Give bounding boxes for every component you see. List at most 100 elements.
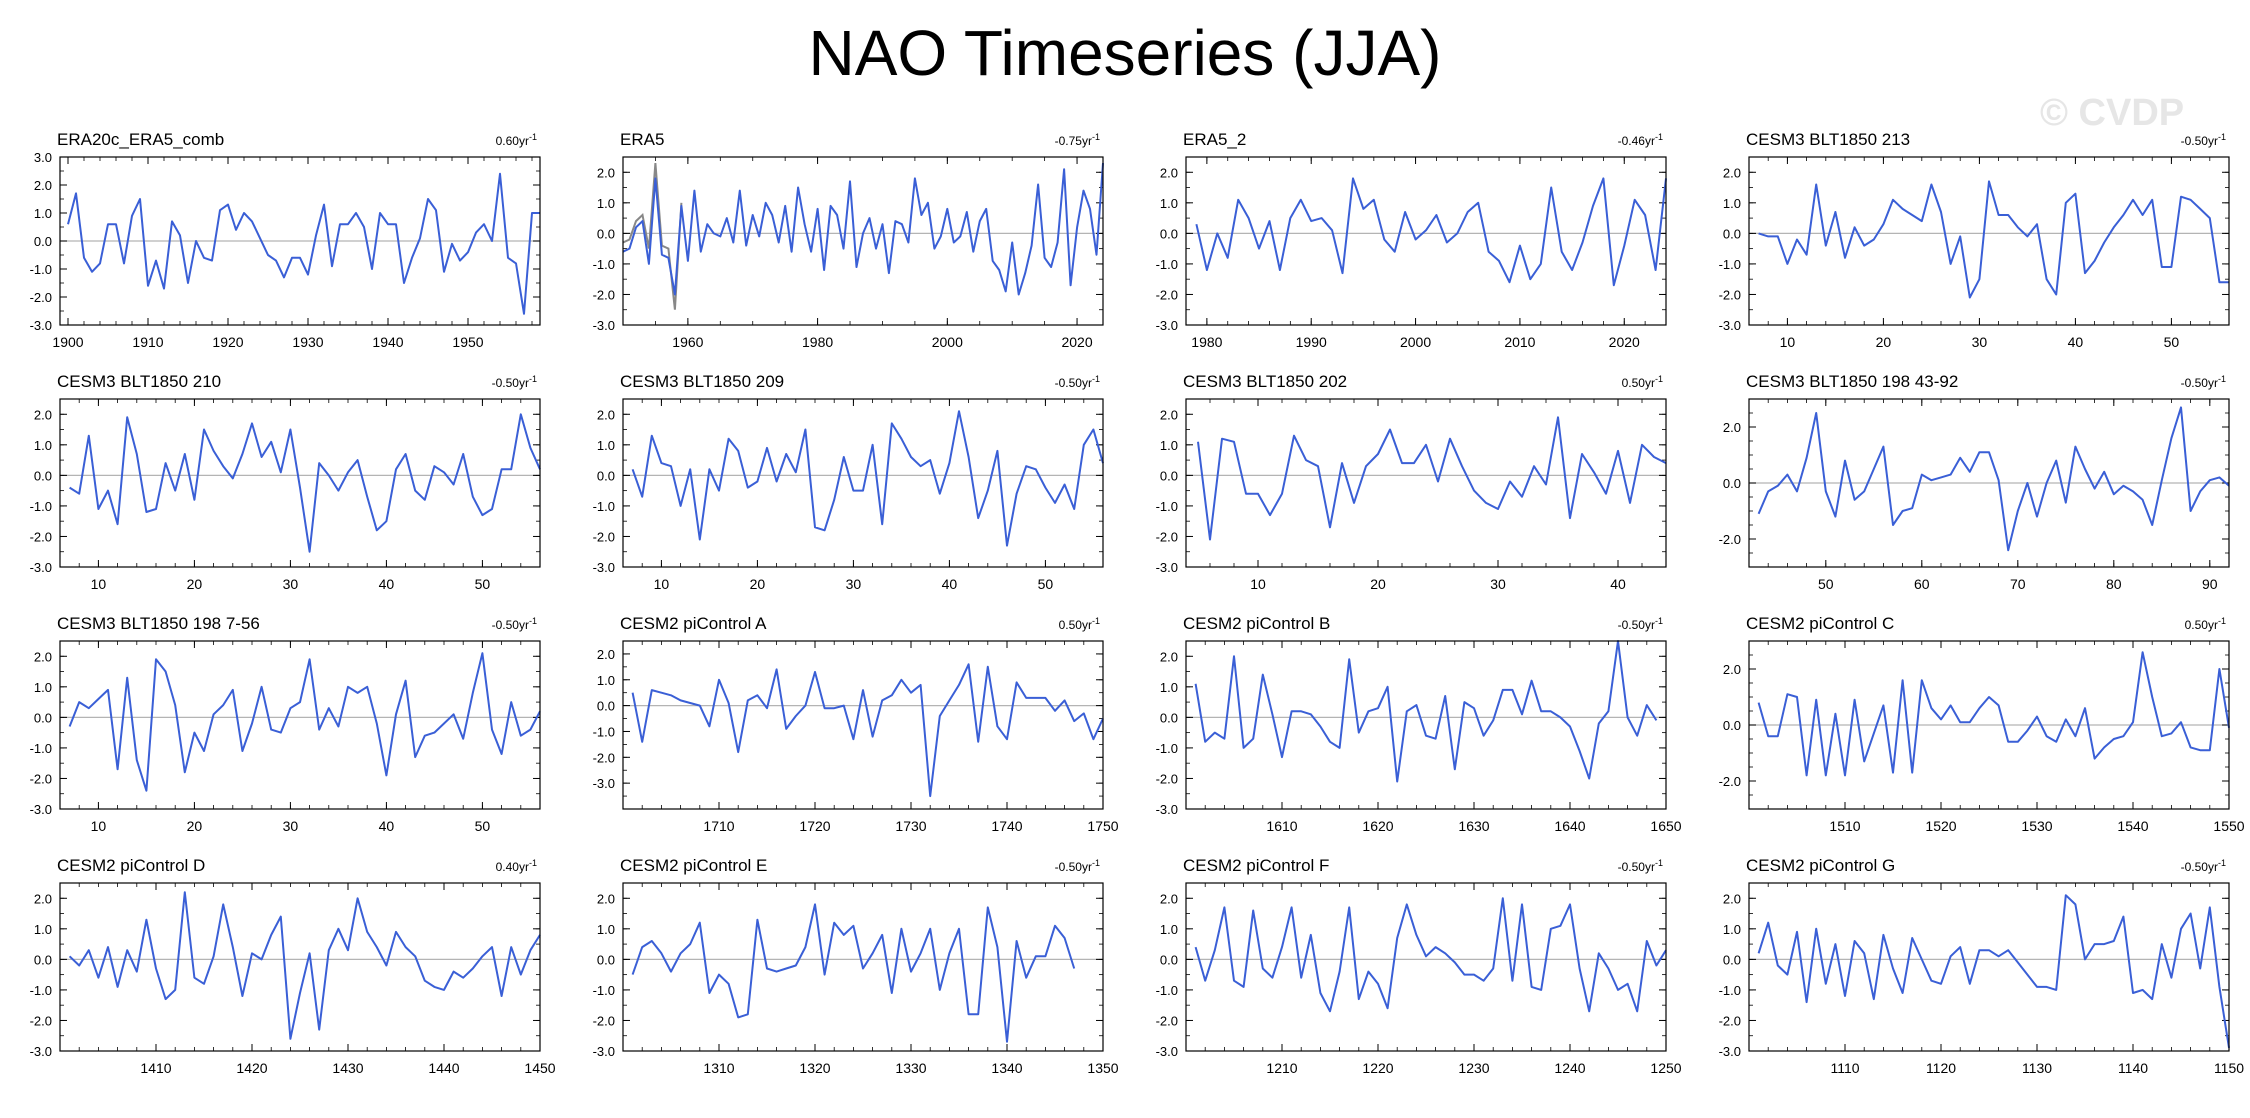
- panel-15: CESM2 piControl F -0.50yr-1 2.0 1.0 0.0 -1.0 -…: [1156, 856, 1682, 1076]
- y-tick-label: -2.0: [1156, 529, 1178, 544]
- y-tick-label: -3.0: [1156, 318, 1178, 333]
- y-tick-label: -1.0: [1719, 257, 1741, 272]
- trend-superscript: -1: [2218, 616, 2226, 626]
- y-tick-label: 2.0: [34, 891, 52, 906]
- plot-frame: [622, 640, 1104, 810]
- x-tick-label: 1420: [236, 1060, 267, 1076]
- y-tick-label: -1.0: [1156, 257, 1178, 272]
- series-line: [622, 163, 1104, 296]
- figure-title: NAO Timeseries (JJA): [808, 17, 1442, 89]
- series-line: [631, 903, 1076, 1043]
- y-tick-label: -2.0: [30, 771, 52, 786]
- x-tick-label: 20: [187, 576, 203, 592]
- y-tick-label: 2.0: [1723, 420, 1741, 435]
- y-tick-label: -3.0: [30, 1044, 52, 1059]
- panel-4: CESM3 BLT1850 213 -0.50yr-1 2.0 1.0 0.0 -1.0 -…: [1719, 130, 2230, 350]
- y-tick-label: -3.0: [1156, 1044, 1178, 1059]
- plot-frame: [59, 398, 541, 568]
- trend-label: -0.50yr-1: [1618, 616, 1663, 632]
- y-tick-label: 1.0: [1723, 922, 1741, 937]
- x-tick-label: 1950: [452, 334, 483, 350]
- y-tick-label: -2.0: [1719, 1013, 1741, 1028]
- x-tick-label: 20: [187, 818, 203, 834]
- trend-superscript: -1: [529, 616, 537, 626]
- plot-frame: [1748, 398, 2230, 568]
- x-tick-label: 80: [2106, 576, 2122, 592]
- x-tick-label: 1930: [292, 334, 323, 350]
- y-tick-label: 0.0: [597, 468, 615, 483]
- x-tick-label: 10: [1780, 334, 1796, 350]
- trend-superscript: -1: [1655, 374, 1663, 384]
- y-tick-label: -3.0: [593, 1044, 615, 1059]
- series-line: [1758, 180, 2229, 299]
- y-tick-label: 0.0: [1160, 952, 1178, 967]
- panel-title: ERA5_2: [1183, 130, 1246, 149]
- series-line: [631, 663, 1104, 798]
- x-tick-label: 1960: [672, 334, 703, 350]
- x-tick-label: 40: [942, 576, 958, 592]
- y-tick-label: 2.0: [1160, 407, 1178, 422]
- x-tick-label: 1250: [1650, 1060, 1681, 1076]
- series-line: [1757, 406, 2230, 552]
- x-tick-label: 30: [1490, 576, 1506, 592]
- y-tick-label: -2.0: [593, 287, 615, 302]
- y-tick-label: 1.0: [597, 438, 615, 453]
- trend-label: -0.75yr-1: [1055, 132, 1100, 148]
- x-tick-label: 1430: [332, 1060, 363, 1076]
- trend-label: -0.50yr-1: [2181, 858, 2226, 874]
- y-tick-label: -1.0: [593, 499, 615, 514]
- x-tick-label: 2020: [1609, 334, 1640, 350]
- x-tick-label: 1440: [428, 1060, 459, 1076]
- y-tick-label: -2.0: [30, 290, 52, 305]
- trend-label: 0.50yr-1: [1059, 616, 1100, 632]
- x-tick-label: 1540: [2117, 818, 2148, 834]
- plot-frame: [1185, 882, 1667, 1052]
- panel-title: CESM2 piControl E: [620, 856, 767, 875]
- y-tick-label: 0.0: [597, 699, 615, 714]
- trend-superscript: -1: [2218, 132, 2226, 142]
- x-tick-label: 70: [2010, 576, 2026, 592]
- panel-title: CESM2 piControl F: [1183, 856, 1329, 875]
- plot-frame: [1748, 882, 2230, 1052]
- panel-title: CESM2 piControl B: [1183, 614, 1330, 633]
- plot-frame: [622, 156, 1104, 326]
- x-tick-label: 40: [379, 818, 395, 834]
- x-tick-label: 30: [846, 576, 862, 592]
- series-line: [1197, 416, 1667, 541]
- x-tick-label: 1980: [802, 334, 833, 350]
- series-line: [67, 172, 540, 315]
- y-tick-label: 2.0: [597, 647, 615, 662]
- trend-label: -0.46yr-1: [1618, 132, 1663, 148]
- series-line: [1194, 897, 1667, 1013]
- y-tick-label: -3.0: [593, 560, 615, 575]
- y-tick-label: -3.0: [1719, 318, 1741, 333]
- x-tick-label: 1730: [895, 818, 926, 834]
- x-tick-label: 30: [283, 818, 299, 834]
- trend-label: -0.50yr-1: [1618, 858, 1663, 874]
- trend-superscript: -1: [529, 132, 537, 142]
- y-tick-label: -1.0: [593, 724, 615, 739]
- y-tick-label: -3.0: [593, 318, 615, 333]
- trend-superscript: -1: [1092, 132, 1100, 142]
- y-tick-label: 1.0: [1160, 922, 1178, 937]
- y-tick-label: 1.0: [34, 680, 52, 695]
- x-tick-label: 1110: [1830, 1060, 1859, 1076]
- x-tick-label: 20: [1370, 576, 1386, 592]
- y-tick-label: 0.0: [34, 468, 52, 483]
- panel-title: CESM3 BLT1850 213: [1746, 130, 1910, 149]
- y-tick-label: -2.0: [30, 1013, 52, 1028]
- x-tick-label: 10: [654, 576, 670, 592]
- panel-9: CESM3 BLT1850 198 7-56 -0.50yr-1 2.0 1.0 0.0…: [30, 614, 541, 834]
- y-tick-label: -1.0: [30, 499, 52, 514]
- panel-title: CESM3 BLT1850 210: [57, 372, 221, 391]
- y-tick-label: -2.0: [593, 750, 615, 765]
- y-tick-label: -3.0: [30, 318, 52, 333]
- trend-label: 0.50yr-1: [2185, 616, 2226, 632]
- trend-label: -0.50yr-1: [2181, 374, 2226, 390]
- trend-superscript: -1: [1655, 858, 1663, 868]
- y-tick-label: 0.0: [1160, 468, 1178, 483]
- panel-1: ERA20c_ERA5_comb 0.60yr-1 3.0 2.0 1.0 0.0 -1.0…: [30, 130, 541, 350]
- x-tick-label: 2010: [1504, 334, 1535, 350]
- x-tick-label: 2020: [1061, 334, 1092, 350]
- cvdp-watermark: © CVDP: [2040, 92, 2185, 134]
